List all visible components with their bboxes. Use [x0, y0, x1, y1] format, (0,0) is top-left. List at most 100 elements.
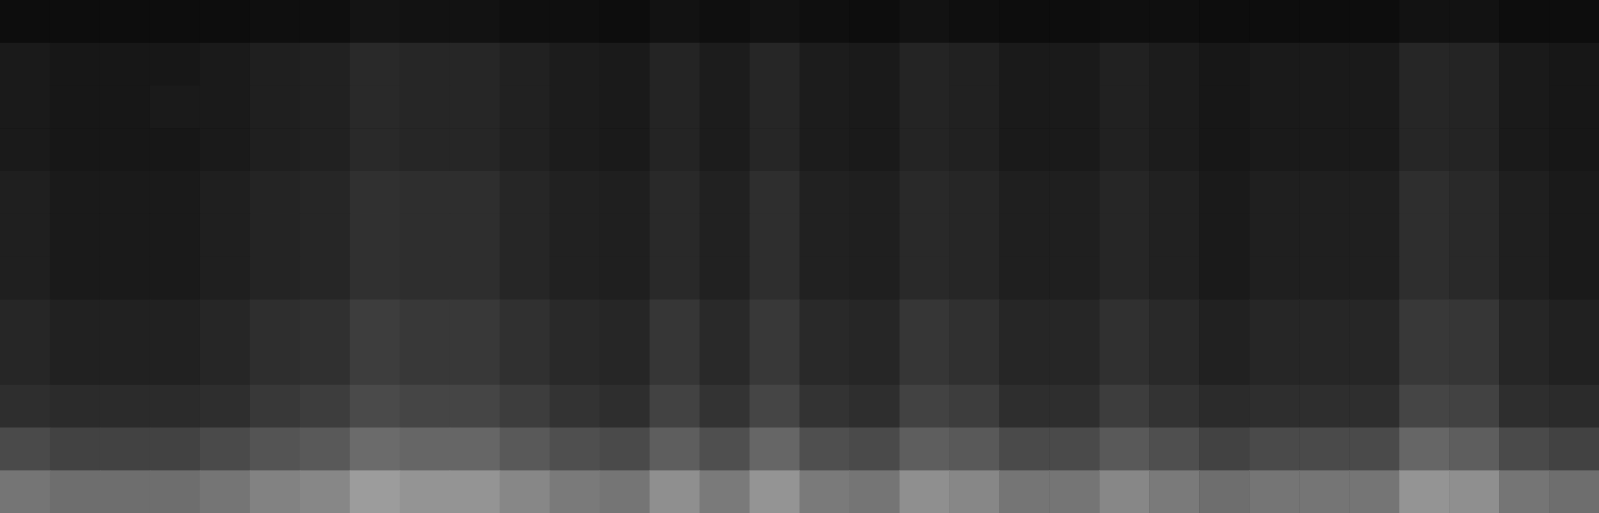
cell: [750, 257, 800, 300]
cell: [500, 43, 550, 86]
cell: [400, 128, 450, 171]
cell: [1099, 385, 1149, 428]
cell: [949, 214, 999, 257]
cell: [400, 86, 450, 129]
cell: [1149, 171, 1199, 214]
cell: [899, 0, 949, 43]
cell: [650, 128, 700, 171]
cell: [1299, 86, 1349, 129]
cell: [150, 171, 200, 214]
cell: [800, 385, 850, 428]
cell: [1499, 86, 1549, 129]
cell: [500, 214, 550, 257]
cell: [999, 128, 1049, 171]
cell: [1049, 385, 1099, 428]
cell: [100, 299, 150, 342]
cell: [200, 128, 250, 171]
cell: [750, 385, 800, 428]
cell: [1549, 171, 1599, 214]
cell: [150, 214, 200, 257]
cell: [650, 214, 700, 257]
cell: [200, 43, 250, 86]
cell: [50, 299, 100, 342]
cell: [600, 171, 650, 214]
cell: [1099, 128, 1149, 171]
cell: [750, 128, 800, 171]
cell: [1149, 214, 1199, 257]
cell: [1499, 171, 1549, 214]
cell: [200, 86, 250, 129]
cell: [350, 86, 400, 129]
cell: [1349, 171, 1399, 214]
cell: [1199, 214, 1249, 257]
cell: [1199, 128, 1249, 171]
cell: [1399, 0, 1449, 43]
cell: [949, 470, 999, 513]
cell: [50, 428, 100, 471]
cell: [1299, 128, 1349, 171]
cell: [1449, 257, 1499, 300]
cell: [650, 43, 700, 86]
cell: [200, 214, 250, 257]
cell: [550, 43, 600, 86]
cell: [750, 0, 800, 43]
cell: [450, 470, 500, 513]
cell: [450, 43, 500, 86]
cell: [150, 470, 200, 513]
cell: [250, 257, 300, 300]
cell: [1449, 86, 1499, 129]
cell: [1049, 43, 1099, 86]
cell: [100, 214, 150, 257]
cell: [899, 128, 949, 171]
cell: [250, 385, 300, 428]
cell: [999, 342, 1049, 385]
cell: [1199, 342, 1249, 385]
cell: [0, 0, 50, 43]
cell: [1349, 385, 1399, 428]
cell: [300, 428, 350, 471]
cell: [650, 470, 700, 513]
cell: [1549, 470, 1599, 513]
cell: [600, 214, 650, 257]
cell: [250, 299, 300, 342]
cell: [550, 299, 600, 342]
cell: [899, 171, 949, 214]
cell: [1349, 214, 1399, 257]
cell: [1549, 257, 1599, 300]
cell: [849, 428, 899, 471]
cell: [1349, 342, 1399, 385]
cell: [1549, 128, 1599, 171]
cell: [1049, 428, 1099, 471]
cell: [999, 86, 1049, 129]
cell: [600, 299, 650, 342]
cell: [1549, 86, 1599, 129]
cell: [500, 385, 550, 428]
cell: [50, 171, 100, 214]
cell: [200, 470, 250, 513]
cell: [1499, 43, 1549, 86]
cell: [1149, 428, 1199, 471]
cell: [899, 257, 949, 300]
cell: [300, 86, 350, 129]
cell: [1299, 299, 1349, 342]
cell: [750, 428, 800, 471]
cell: [849, 128, 899, 171]
cell: [1199, 86, 1249, 129]
cell: [150, 428, 200, 471]
cell: [100, 257, 150, 300]
cell: [300, 342, 350, 385]
cell: [250, 470, 300, 513]
cell: [1199, 470, 1249, 513]
cell: [700, 385, 750, 428]
cell: [999, 385, 1049, 428]
cell: [500, 299, 550, 342]
cell: [800, 299, 850, 342]
cell: [1049, 214, 1099, 257]
cell: [250, 214, 300, 257]
cell: [1499, 470, 1549, 513]
cell: [150, 385, 200, 428]
cell: [700, 43, 750, 86]
cell: [1449, 342, 1499, 385]
cell: [700, 428, 750, 471]
cell: [750, 214, 800, 257]
